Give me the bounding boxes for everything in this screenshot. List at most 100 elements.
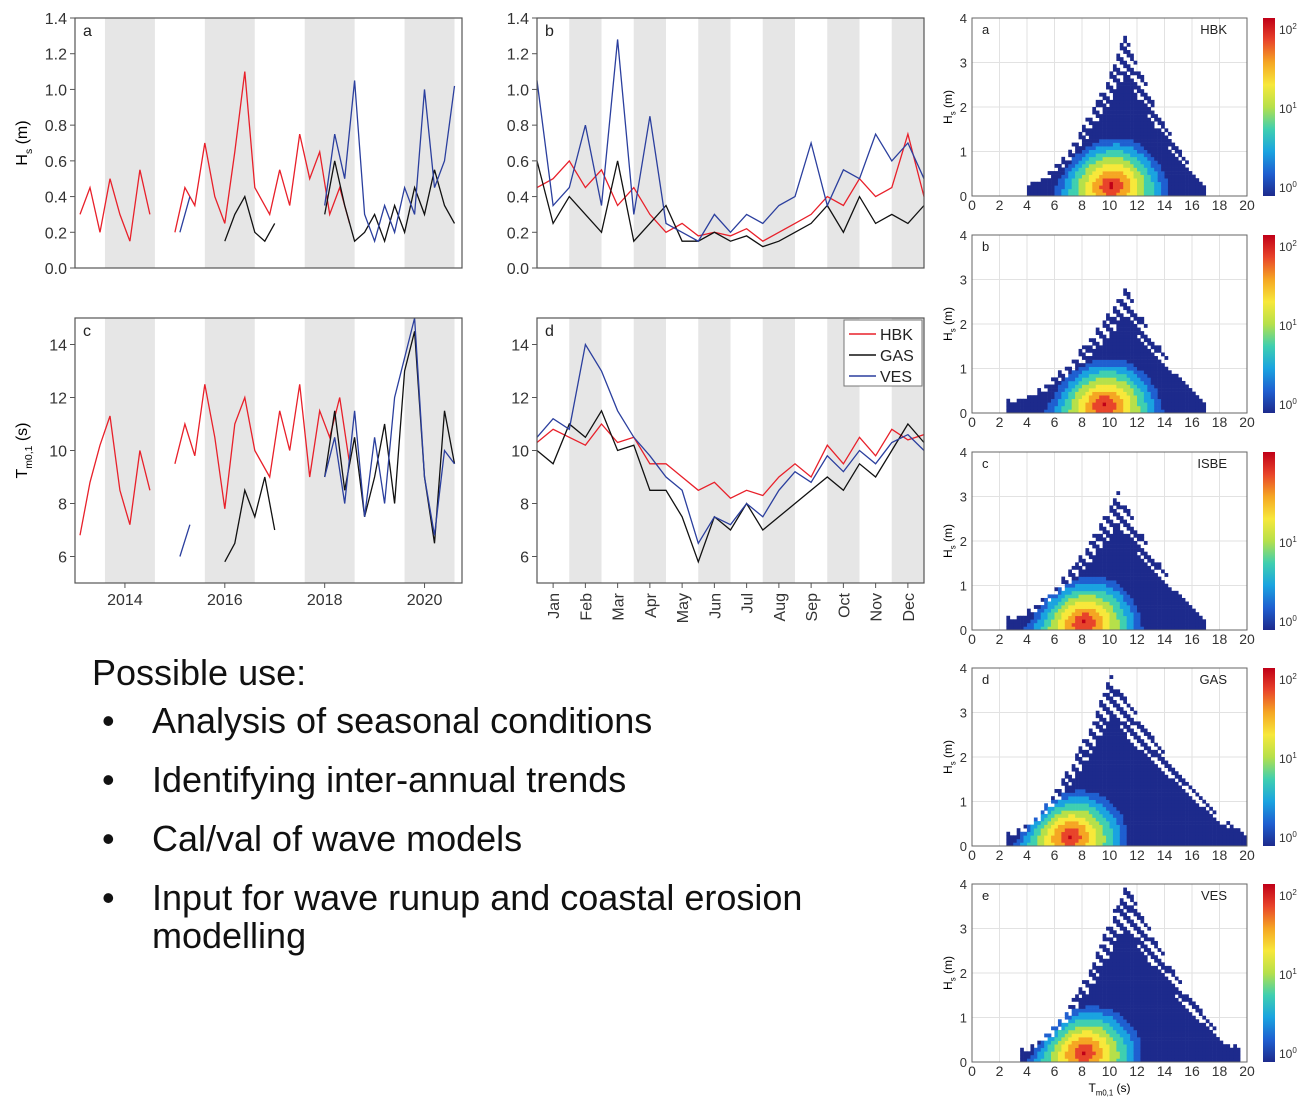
- heat-cell: [1106, 359, 1110, 364]
- heat-cell: [1037, 402, 1042, 407]
- heat-cell: [1109, 1029, 1114, 1034]
- heat-cell: [1085, 1022, 1090, 1027]
- heat-cell: [1116, 1019, 1121, 1024]
- heat-cell: [1082, 370, 1086, 375]
- heat-cell: [1095, 356, 1100, 360]
- heat-cell: [1099, 612, 1103, 617]
- heat-cell: [1085, 803, 1090, 808]
- heat-cell: [1164, 139, 1169, 143]
- heat-cell: [1126, 1044, 1131, 1049]
- heat-cell: [1209, 828, 1213, 833]
- heat-cell: [1109, 612, 1114, 617]
- heat-cell: [1112, 388, 1117, 392]
- heat-cell: [1119, 188, 1124, 193]
- heat-cell: [1095, 821, 1100, 825]
- heat-cell: [1123, 710, 1127, 715]
- heat-cell: [1174, 597, 1179, 602]
- heat-cell: [1130, 1022, 1134, 1027]
- shaded-band: [698, 18, 731, 268]
- heat-cell: [1167, 388, 1172, 392]
- heat-cell: [1181, 185, 1186, 190]
- heat-cell: [1095, 1012, 1100, 1017]
- heat-cell: [1116, 373, 1121, 378]
- heat-cell: [1061, 1040, 1066, 1045]
- heat-cell: [1082, 1044, 1086, 1049]
- heat-cell: [1061, 156, 1066, 161]
- series-line-ves: [179, 317, 456, 557]
- heat-cell: [1161, 121, 1165, 126]
- heat-cell: [1164, 764, 1169, 768]
- heat-cell: [1078, 1033, 1083, 1038]
- heat-cell: [1167, 597, 1172, 602]
- heat-cell: [1205, 838, 1210, 843]
- heat-cell: [1137, 359, 1141, 364]
- heat-cell: [1147, 156, 1152, 161]
- heat-cell: [1229, 835, 1234, 840]
- heat-cell: [1202, 409, 1207, 414]
- heat-cell: [1099, 569, 1103, 574]
- heat-cell: [1133, 60, 1138, 65]
- heat-cell: [1106, 562, 1110, 567]
- heat-cell: [1119, 785, 1124, 790]
- heat-cell: [1044, 821, 1048, 825]
- heat-cell: [1088, 142, 1093, 147]
- heat-cell: [1016, 619, 1021, 624]
- heat-cell: [1140, 612, 1145, 617]
- heat-cell: [1112, 732, 1117, 736]
- heat-cell: [1198, 622, 1203, 627]
- heat-cell: [1044, 188, 1048, 193]
- heat-cell: [1157, 405, 1162, 410]
- heat-cell: [1057, 380, 1062, 385]
- heat-cell: [1123, 778, 1127, 783]
- heat-cell: [1147, 107, 1152, 111]
- heat-cell: [1061, 622, 1066, 627]
- heat-cell: [1037, 608, 1042, 613]
- heat-cell: [1116, 324, 1121, 328]
- heat-cell: [1112, 64, 1117, 69]
- heat-cell: [1140, 580, 1145, 585]
- heat-cell: [1099, 92, 1103, 97]
- heat-cell: [1140, 810, 1145, 815]
- heat-cell: [1061, 1054, 1066, 1059]
- heat-cell: [1209, 831, 1213, 836]
- heat-cell: [1078, 1054, 1083, 1059]
- heat-cell: [1161, 124, 1165, 129]
- heat-cell: [1112, 402, 1117, 407]
- heat-cell: [1140, 594, 1145, 599]
- heat-cell: [1143, 103, 1148, 108]
- heat-cell: [1123, 912, 1127, 917]
- heat-cell: [1099, 377, 1103, 382]
- heat-cell: [1119, 327, 1124, 332]
- heat-cell: [1150, 359, 1155, 364]
- heat-cell: [1092, 188, 1097, 193]
- heat-cell: [1123, 1005, 1127, 1009]
- y-axis-label: Hs (m): [941, 740, 958, 774]
- heat-cell: [1116, 619, 1121, 624]
- heat-cell: [1040, 185, 1045, 190]
- heat-cell: [1061, 1033, 1066, 1038]
- heat-cell: [1147, 821, 1152, 825]
- heat-cell: [1095, 359, 1100, 364]
- heat-cell: [1133, 142, 1138, 147]
- heat-cell: [1040, 810, 1045, 815]
- heat-cell: [1102, 1051, 1107, 1056]
- heat-cell: [1106, 1001, 1110, 1006]
- heat-cell: [1057, 835, 1062, 840]
- heat-cell: [1092, 171, 1097, 175]
- heat-cell: [1123, 156, 1127, 161]
- heat-cell: [1116, 821, 1121, 825]
- heat-cell: [1202, 402, 1207, 407]
- heat-cell: [1130, 142, 1134, 147]
- heat-cell: [1140, 135, 1145, 140]
- heat-cell: [1164, 409, 1169, 414]
- heat-cell: [1195, 188, 1200, 193]
- heat-cell: [1061, 185, 1066, 190]
- heat-cell: [1051, 1026, 1055, 1031]
- heat-cell: [1174, 146, 1179, 151]
- heat-cell: [1143, 107, 1148, 111]
- colorbar-tick-label: 101: [1279, 318, 1297, 333]
- heat-cell: [1109, 799, 1114, 804]
- heat-cell: [1082, 792, 1086, 797]
- heat-cell: [1137, 373, 1141, 378]
- heat-cell: [1181, 612, 1186, 617]
